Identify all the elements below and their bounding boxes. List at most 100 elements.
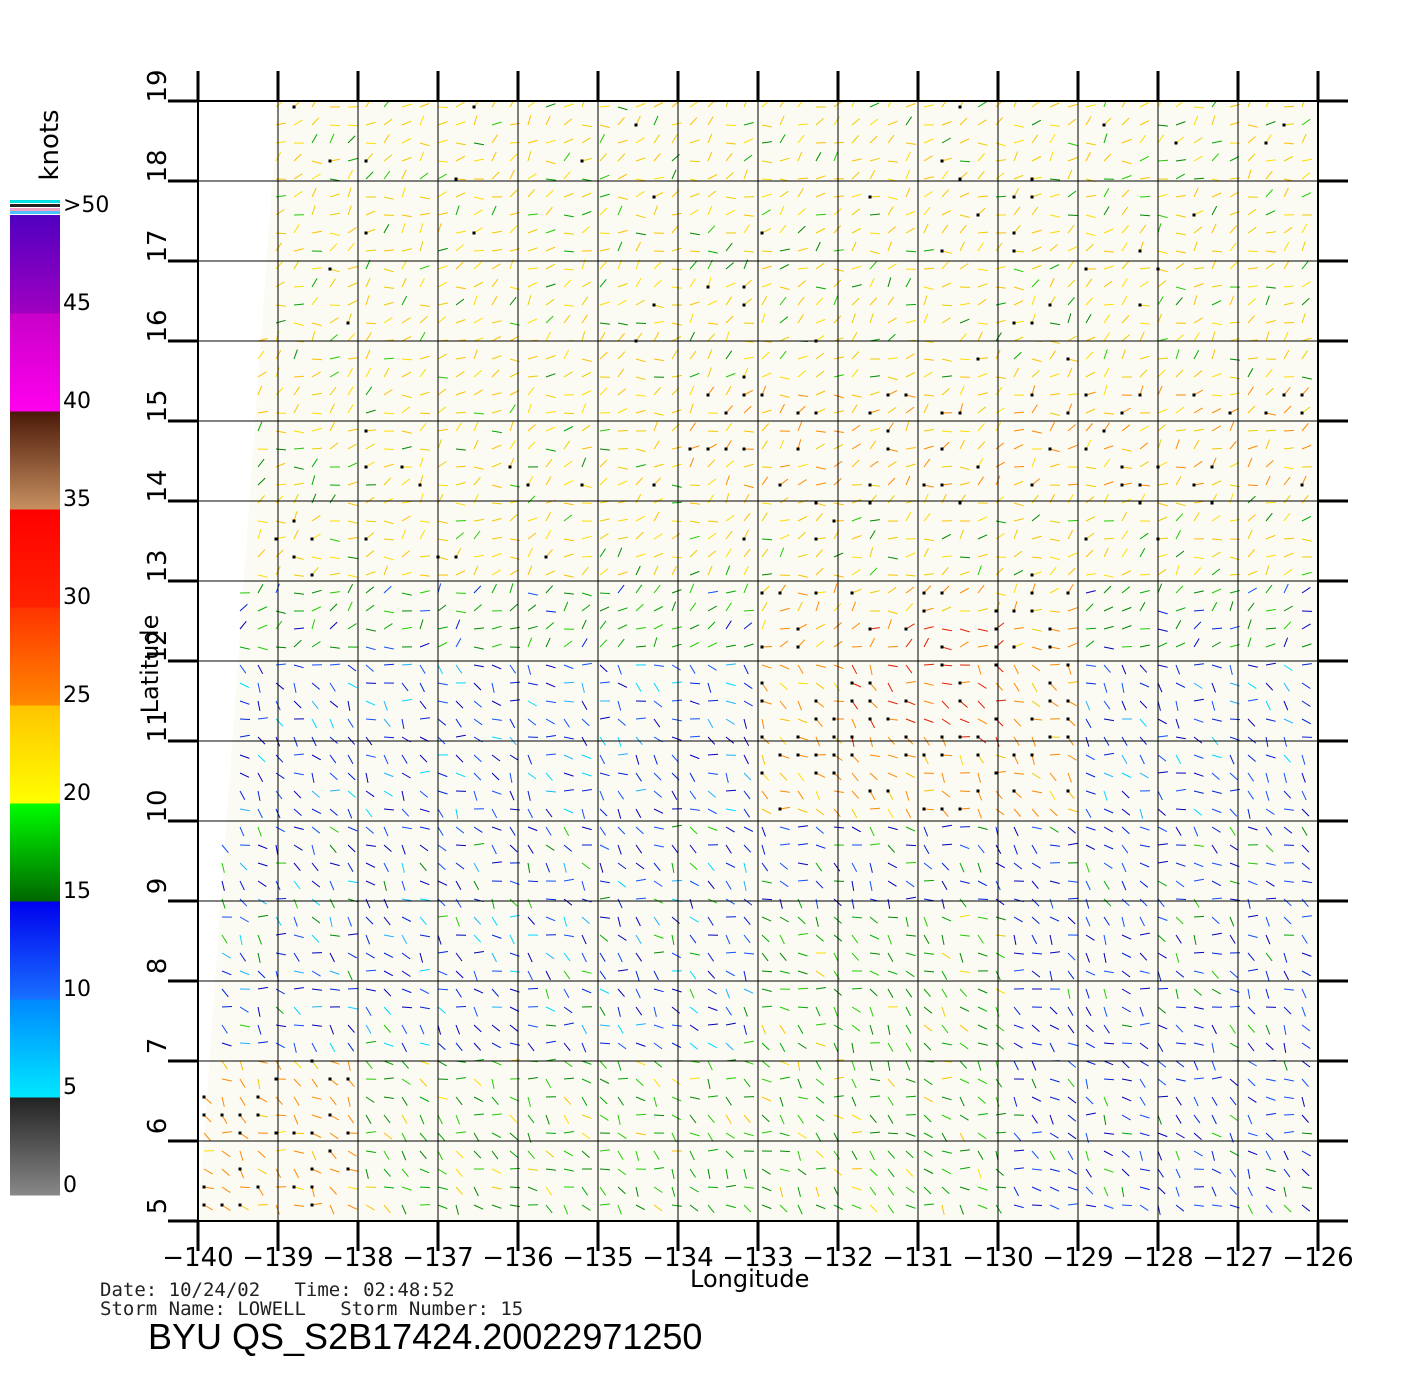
wind-vector <box>599 592 611 595</box>
wind-vector <box>1283 331 1289 342</box>
wind-vector <box>1049 463 1060 468</box>
wind-vector <box>1031 1150 1039 1159</box>
wind-vector <box>419 1132 427 1141</box>
wind-vector <box>887 1150 896 1159</box>
wind-vector <box>761 1005 773 1008</box>
wind-vector <box>1193 621 1202 630</box>
wind-vector <box>1139 224 1147 234</box>
wind-vector <box>707 590 718 594</box>
rain-flag-marker <box>1282 393 1286 397</box>
wind-vector <box>1031 1114 1038 1124</box>
wind-vector <box>851 424 861 432</box>
wind-vector <box>581 358 592 362</box>
wind-vector <box>815 352 825 360</box>
wind-vector <box>1175 826 1182 836</box>
wind-vector <box>545 682 556 688</box>
wind-vector <box>365 249 377 252</box>
wind-vector <box>1085 1096 1094 1105</box>
wind-vector <box>923 1078 933 1086</box>
wind-vector <box>1103 790 1108 801</box>
wind-vector <box>1067 880 1078 883</box>
wind-vector <box>959 641 969 648</box>
wind-vector <box>1175 262 1185 270</box>
wind-vector <box>1103 772 1114 778</box>
wind-vector <box>1067 1114 1077 1122</box>
wind-vector <box>707 970 716 979</box>
wind-vector <box>905 116 913 126</box>
wind-vector <box>1283 754 1292 763</box>
wind-vector <box>365 604 375 612</box>
wind-vector <box>923 1114 932 1123</box>
wind-vector <box>851 622 861 630</box>
wind-vector <box>1067 1096 1077 1104</box>
wind-vector <box>419 988 430 995</box>
rain-flag-marker <box>346 1131 350 1135</box>
wind-vector <box>671 589 682 594</box>
wind-vector <box>815 443 825 450</box>
wind-vector <box>635 493 642 504</box>
wind-vector <box>869 1078 880 1082</box>
wind-vector <box>257 1168 267 1175</box>
wind-vector <box>1157 934 1166 943</box>
wind-vector <box>509 754 519 761</box>
wind-vector <box>491 151 497 162</box>
wind-vector <box>1049 322 1060 326</box>
wind-vector <box>959 754 964 765</box>
wind-vector <box>365 988 376 992</box>
wind-vector <box>995 496 1005 504</box>
wind-vector <box>1085 844 1096 851</box>
lat-tick-label: 13 <box>143 549 173 583</box>
wind-vector <box>959 430 971 433</box>
wind-vector <box>797 987 809 990</box>
wind-vector <box>1301 260 1309 270</box>
wind-vector <box>527 295 532 306</box>
wind-vector <box>419 700 427 710</box>
wind-vector <box>1121 625 1132 630</box>
wind-vector <box>1121 548 1128 558</box>
wind-vector <box>1157 134 1165 144</box>
wind-vector <box>491 1186 502 1190</box>
wind-vector <box>761 548 769 558</box>
wind-vector <box>473 754 482 763</box>
wind-vector <box>1121 970 1131 978</box>
wind-vector <box>1175 286 1186 291</box>
wind-vector <box>1175 1078 1186 1082</box>
wind-vector <box>761 178 773 181</box>
wind-vector <box>959 403 964 414</box>
wind-vector <box>743 1060 754 1065</box>
wind-vector <box>923 295 928 306</box>
wind-vector <box>725 422 733 432</box>
wind-vector <box>1193 187 1199 198</box>
wind-vector <box>1265 512 1273 522</box>
wind-vector <box>1049 1096 1060 1101</box>
wind-vector <box>329 1060 340 1065</box>
wind-vector <box>437 808 444 818</box>
rain-flag-marker <box>832 717 836 721</box>
wind-vector <box>707 277 712 288</box>
rain-flag-marker <box>1102 429 1106 433</box>
wind-vector <box>509 189 518 198</box>
wind-vector <box>779 754 790 759</box>
rain-flag-marker <box>202 1113 206 1117</box>
wind-vector <box>311 970 321 977</box>
wind-vector <box>689 331 695 342</box>
wind-vector <box>1031 229 1042 234</box>
wind-vector <box>347 808 353 819</box>
wind-vector <box>239 1024 250 1028</box>
wind-vector <box>563 1131 574 1134</box>
wind-vector <box>1121 754 1128 764</box>
wind-vector <box>1067 169 1073 180</box>
wind-vector <box>545 206 553 216</box>
wind-vector <box>491 502 503 505</box>
wind-vector <box>1031 826 1042 830</box>
wind-vector <box>887 934 892 945</box>
wind-vector <box>977 664 982 675</box>
wind-vector <box>689 862 698 871</box>
wind-vector <box>473 142 484 146</box>
wind-vector <box>725 988 730 999</box>
wind-vector <box>545 246 556 252</box>
wind-vector <box>779 248 790 252</box>
wind-vector <box>329 278 336 288</box>
wind-vector <box>563 538 574 542</box>
wind-vector <box>779 1132 790 1137</box>
